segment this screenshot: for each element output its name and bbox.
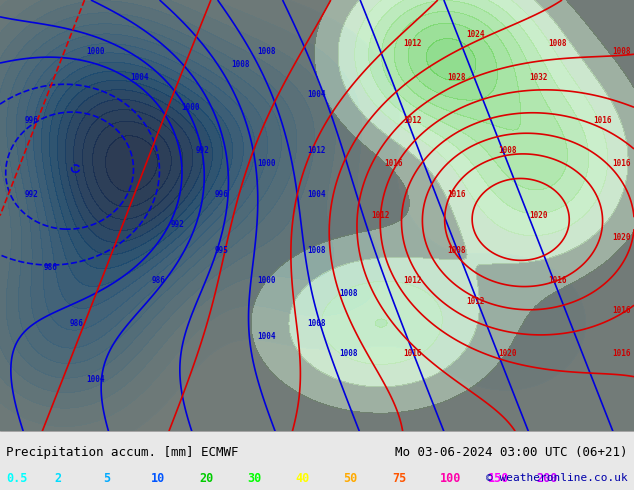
Text: 1008: 1008 — [498, 147, 517, 155]
Text: 30: 30 — [247, 472, 261, 485]
Text: 992: 992 — [196, 147, 210, 155]
Text: 1008: 1008 — [257, 47, 276, 56]
Text: 1016: 1016 — [593, 116, 612, 125]
Text: Precipitation accum. [mm] ECMWF: Precipitation accum. [mm] ECMWF — [6, 446, 239, 459]
Text: 50: 50 — [344, 472, 358, 485]
Text: 1012: 1012 — [403, 39, 422, 48]
Text: 5: 5 — [103, 472, 110, 485]
Text: 1008: 1008 — [612, 47, 631, 56]
Text: 75: 75 — [392, 472, 406, 485]
Text: 986: 986 — [44, 263, 58, 272]
Text: 150: 150 — [488, 472, 510, 485]
Text: 1004: 1004 — [307, 90, 327, 99]
Text: 1004: 1004 — [130, 73, 149, 82]
Text: 200: 200 — [536, 472, 558, 485]
Text: 1028: 1028 — [447, 73, 466, 82]
Text: 1004: 1004 — [86, 375, 105, 384]
Text: 1000: 1000 — [86, 47, 105, 56]
Text: 1012: 1012 — [371, 211, 390, 220]
Text: 996: 996 — [25, 116, 39, 125]
Text: 10: 10 — [151, 472, 165, 485]
Text: 1016: 1016 — [447, 190, 466, 198]
Text: 1016: 1016 — [612, 349, 631, 358]
Text: 1008: 1008 — [231, 60, 250, 69]
Text: 1008: 1008 — [548, 39, 567, 48]
Text: 1012: 1012 — [307, 147, 327, 155]
Text: 1008: 1008 — [307, 245, 327, 255]
Text: 1016: 1016 — [384, 159, 403, 169]
Text: 1032: 1032 — [529, 73, 548, 82]
Text: 995: 995 — [215, 245, 229, 255]
Text: 1012: 1012 — [403, 116, 422, 125]
Text: 1004: 1004 — [307, 190, 327, 198]
Text: © weatheronline.co.uk: © weatheronline.co.uk — [486, 473, 628, 483]
Text: 20: 20 — [199, 472, 213, 485]
Text: Mo 03-06-2024 03:00 UTC (06+21): Mo 03-06-2024 03:00 UTC (06+21) — [395, 446, 628, 459]
Text: 1008: 1008 — [339, 289, 358, 298]
Text: 1016: 1016 — [612, 159, 631, 169]
Text: 1016: 1016 — [612, 306, 631, 315]
Text: 0.5: 0.5 — [6, 472, 28, 485]
Text: 100: 100 — [440, 472, 462, 485]
Text: 1000: 1000 — [257, 276, 276, 285]
Text: 40: 40 — [295, 472, 309, 485]
Text: 1020: 1020 — [498, 349, 517, 358]
Text: 1004: 1004 — [257, 332, 276, 341]
Text: 1016: 1016 — [548, 276, 567, 285]
Text: 996: 996 — [215, 190, 229, 198]
Text: 1008: 1008 — [339, 349, 358, 358]
Text: 1000: 1000 — [181, 103, 200, 112]
Text: 1020: 1020 — [612, 233, 631, 242]
Text: 1008: 1008 — [447, 245, 466, 255]
Text: 992: 992 — [171, 220, 184, 229]
Text: 1012: 1012 — [403, 276, 422, 285]
Text: 1016: 1016 — [403, 349, 422, 358]
Text: 1020: 1020 — [529, 211, 548, 220]
Text: 1000: 1000 — [257, 159, 276, 169]
Text: 1012: 1012 — [466, 297, 485, 306]
Text: 986: 986 — [69, 319, 83, 328]
Text: 992: 992 — [25, 190, 39, 198]
Text: 2: 2 — [55, 472, 61, 485]
Text: 1024: 1024 — [466, 30, 485, 39]
Text: 1008: 1008 — [307, 319, 327, 328]
Text: 986: 986 — [152, 276, 165, 285]
